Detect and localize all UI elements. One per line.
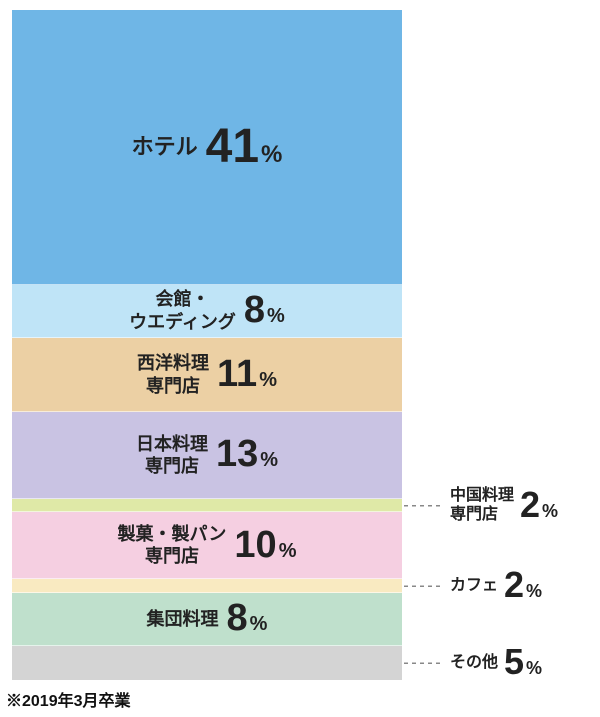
callout-value: 2% [520, 484, 558, 526]
segment-hotel: ホテル 41% [12, 10, 402, 285]
callout-cafe: カフェ 2% [450, 564, 542, 606]
segment-value: 41% [206, 117, 283, 177]
segment-chinese [12, 499, 402, 512]
footnote-text: ※2019年3月卒業 [6, 693, 131, 710]
segment-japanese: 日本料理 専門店13% [12, 412, 402, 499]
segment-label: 会館・ ウエディング [129, 288, 236, 333]
segment-other [12, 646, 402, 680]
segment-value: 13% [216, 431, 278, 479]
callout-label: その他 [450, 653, 498, 672]
employment-stacked-bar: ホテル41%会館・ ウエディング8%西洋料理 専門店11%日本料理 専門店13%… [0, 0, 600, 717]
segment-bakery: 製菓・製パン 専門店10% [12, 512, 402, 579]
segment-value: 8% [244, 287, 285, 335]
footnote: ※2019年3月卒業 [6, 687, 131, 711]
segment-wedding: 会館・ ウエディング8% [12, 285, 402, 339]
segment-western: 西洋料理 専門店11% [12, 338, 402, 412]
segment-label: 集団料理 [147, 608, 219, 631]
callout-value: 2% [504, 564, 542, 606]
segment-value: 10% [234, 522, 296, 570]
callout-label: 中国料理 専門店 [450, 486, 514, 524]
callout-chinese: 中国料理 専門店2% [450, 484, 558, 526]
segment-label: ホテル [132, 133, 198, 161]
callout-label: カフェ [450, 576, 498, 595]
segment-label: 製菓・製パン 専門店 [118, 523, 227, 568]
segment-group: 集団料理 8% [12, 593, 402, 647]
callout-other: その他 5% [450, 641, 542, 683]
callout-value: 5% [504, 641, 542, 683]
segment-cafe [12, 579, 402, 592]
segment-label: 日本料理 専門店 [136, 433, 208, 478]
segment-value: 11% [217, 351, 277, 399]
segment-value: 8% [227, 595, 268, 643]
bar-column: ホテル41%会館・ ウエディング8%西洋料理 専門店11%日本料理 専門店13%… [12, 10, 402, 680]
segment-label: 西洋料理 専門店 [137, 352, 209, 397]
